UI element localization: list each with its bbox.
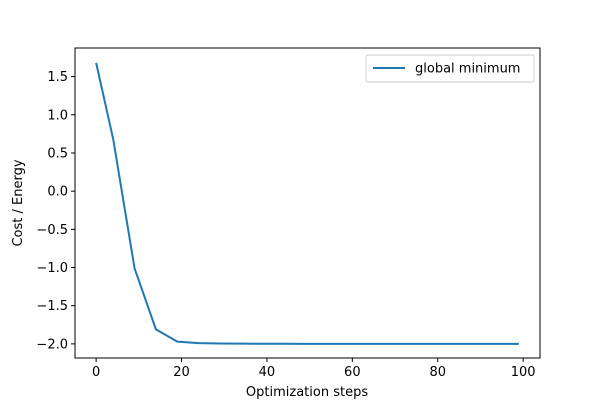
- x-tick-label: 0: [92, 365, 100, 380]
- series-layer: [95, 62, 519, 345]
- y-tick-label: 1.0: [47, 108, 68, 123]
- y-tick-label: 1.5: [47, 70, 68, 85]
- x-tick-label: 40: [259, 365, 276, 380]
- x-tick-label: 60: [344, 365, 361, 380]
- y-tick-label: −2.0: [36, 337, 68, 352]
- y-tick-label: −1.5: [36, 299, 68, 314]
- legend-label: global minimum: [415, 62, 520, 77]
- x-axis: 0 20 40 60 80 100: [92, 358, 536, 380]
- y-axis-label: Cost / Energy: [11, 159, 26, 246]
- legend-box: [365, 54, 535, 83]
- series-line-0: [95, 62, 519, 345]
- y-tick-label: 0.0: [47, 185, 68, 200]
- axes-frame: [74, 47, 541, 359]
- x-tick-label: 80: [429, 365, 446, 380]
- x-axis-label: Optimization steps: [246, 385, 368, 400]
- x-tick-label: 20: [173, 365, 190, 380]
- y-tick-label: −0.5: [36, 223, 68, 238]
- y-tick-label: −1.0: [36, 261, 68, 276]
- y-axis: −2.0 −1.5 −1.0 −0.5 0.0 0.5 1.0 1.5: [36, 70, 75, 352]
- y-tick-label: 0.5: [47, 146, 68, 161]
- legend: global minimum: [365, 54, 535, 83]
- x-tick-label: 100: [511, 365, 536, 380]
